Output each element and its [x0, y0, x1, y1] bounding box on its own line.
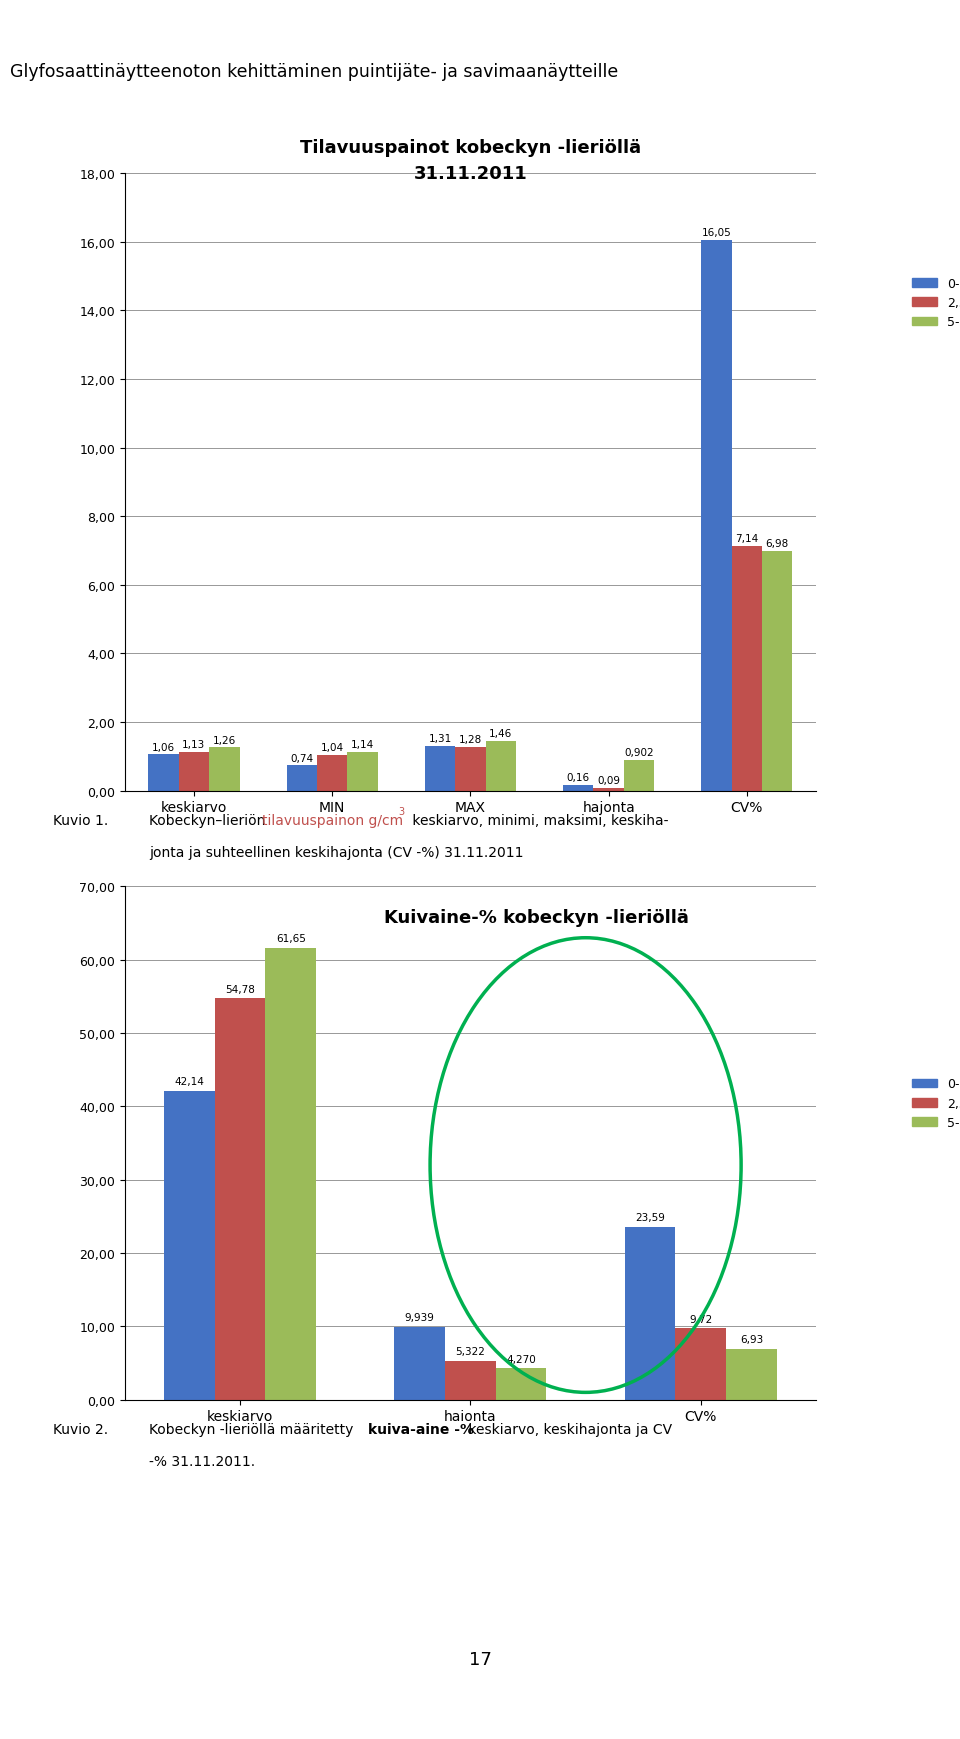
Text: Kuivaine-% kobeckyn -lieriöllä: Kuivaine-% kobeckyn -lieriöllä — [384, 909, 689, 927]
Bar — [726, 1349, 777, 1400]
Bar — [179, 753, 209, 791]
Text: Glyfosaattinäytteenoton kehittäminen puintijäte- ja savimaanäytteille: Glyfosaattinäytteenoton kehittäminen pui… — [10, 63, 618, 80]
Text: Kobeckyn–lieriön: Kobeckyn–lieriön — [149, 814, 270, 828]
Text: 1,14: 1,14 — [351, 739, 374, 750]
Text: 1,28: 1,28 — [459, 734, 482, 744]
Text: 1,31: 1,31 — [428, 734, 451, 744]
Text: 42,14: 42,14 — [175, 1076, 204, 1087]
Text: 3: 3 — [398, 807, 404, 817]
Legend: 0-2,5cm, 2,5-5cm, 5-10cm: 0-2,5cm, 2,5-5cm, 5-10cm — [907, 1073, 960, 1134]
Text: 1,13: 1,13 — [182, 739, 205, 750]
Bar — [265, 948, 316, 1400]
Text: 61,65: 61,65 — [276, 934, 305, 944]
Legend: 0-2,5cm, 2,5-5cm, 5-10cm: 0-2,5cm, 2,5-5cm, 5-10cm — [907, 273, 960, 334]
Text: 0,09: 0,09 — [597, 776, 620, 786]
Text: 6,98: 6,98 — [766, 539, 789, 550]
Bar — [455, 748, 486, 791]
Bar — [625, 1228, 676, 1400]
Text: 0,902: 0,902 — [624, 748, 654, 758]
Text: Kobeckyn -lieriöllä määritetty: Kobeckyn -lieriöllä määritetty — [149, 1423, 357, 1436]
Bar — [563, 786, 593, 791]
Text: 31.11.2011: 31.11.2011 — [414, 165, 527, 183]
Bar — [486, 741, 516, 791]
Bar — [424, 746, 455, 791]
Text: 23,59: 23,59 — [636, 1212, 665, 1223]
Text: 1,06: 1,06 — [152, 743, 175, 753]
Text: 4,270: 4,270 — [506, 1355, 536, 1363]
Text: -% 31.11.2011.: -% 31.11.2011. — [149, 1454, 255, 1468]
Text: 1,26: 1,26 — [213, 736, 236, 746]
Text: Kuvio 1.: Kuvio 1. — [53, 814, 108, 828]
Text: 1,04: 1,04 — [321, 743, 344, 753]
Text: 5,322: 5,322 — [455, 1346, 486, 1356]
Text: tilavuuspainon g/cm: tilavuuspainon g/cm — [262, 814, 403, 828]
Text: jonta ja suhteellinen keskihajonta (CV -%) 31.11.2011: jonta ja suhteellinen keskihajonta (CV -… — [149, 845, 523, 859]
Bar — [676, 1329, 726, 1400]
Text: 0,16: 0,16 — [566, 774, 589, 783]
Bar — [593, 788, 624, 791]
Bar — [209, 748, 240, 791]
Text: keskiarvo, keskihajonta ja CV: keskiarvo, keskihajonta ja CV — [464, 1423, 672, 1436]
Bar — [317, 755, 348, 791]
Bar — [762, 551, 793, 791]
Bar — [445, 1362, 495, 1400]
Text: Tilavuuspainot kobeckyn -lieriöllä: Tilavuuspainot kobeckyn -lieriöllä — [300, 139, 641, 157]
Bar — [215, 998, 265, 1400]
Text: 1,46: 1,46 — [490, 729, 513, 739]
Bar — [286, 765, 317, 791]
Text: 16,05: 16,05 — [702, 228, 732, 238]
Text: kuiva-aine -%: kuiva-aine -% — [368, 1423, 473, 1436]
Bar — [732, 546, 762, 791]
Text: 6,93: 6,93 — [740, 1336, 763, 1344]
Bar — [164, 1090, 215, 1400]
Text: 9,939: 9,939 — [405, 1313, 435, 1323]
Text: 9,72: 9,72 — [689, 1315, 712, 1325]
Bar — [148, 755, 179, 791]
Bar — [624, 760, 655, 791]
Text: 17: 17 — [468, 1650, 492, 1668]
Text: 0,74: 0,74 — [290, 753, 313, 763]
Bar — [701, 240, 732, 791]
Text: Kuvio 2.: Kuvio 2. — [53, 1423, 108, 1436]
Bar — [348, 753, 378, 791]
Text: keskiarvo, minimi, maksimi, keskiha-: keskiarvo, minimi, maksimi, keskiha- — [408, 814, 668, 828]
Bar — [395, 1327, 445, 1400]
Text: 54,78: 54,78 — [225, 984, 255, 995]
Bar — [495, 1369, 546, 1400]
Text: 7,14: 7,14 — [735, 534, 758, 544]
